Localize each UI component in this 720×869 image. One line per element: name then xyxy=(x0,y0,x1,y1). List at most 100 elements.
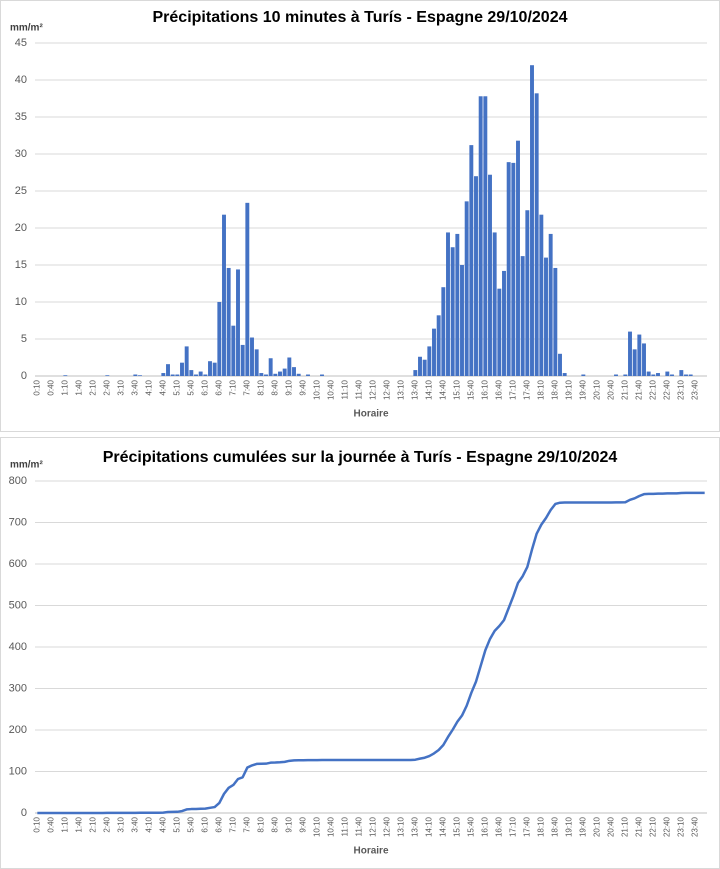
x-tick-label: 1:40 xyxy=(74,816,83,832)
x-tick-label: 0:10 xyxy=(32,379,41,395)
x-tick-label: 6:40 xyxy=(214,379,223,395)
x-tick-label: 18:40 xyxy=(550,816,559,837)
bar xyxy=(222,214,226,376)
bar xyxy=(628,331,632,376)
bar xyxy=(268,358,273,376)
x-tick-label: 0:10 xyxy=(32,816,41,832)
x-tick-label: 7:40 xyxy=(242,379,251,395)
y-axis-title: mm/m² xyxy=(10,460,43,471)
x-tick-label: 11:10 xyxy=(340,816,349,836)
x-tick-label: 18:10 xyxy=(536,816,545,837)
x-tick-label: 15:40 xyxy=(466,379,475,400)
x-tick-label: 2:10 xyxy=(88,379,97,395)
x-tick-label: 16:10 xyxy=(480,816,489,837)
bar xyxy=(474,176,478,376)
bar xyxy=(422,359,427,376)
bar xyxy=(273,373,278,376)
bar xyxy=(623,374,628,376)
bar xyxy=(436,315,441,376)
x-tick-label: 20:40 xyxy=(606,816,615,837)
bar xyxy=(483,96,488,376)
bar xyxy=(189,370,194,376)
x-tick-label: 3:10 xyxy=(116,816,125,832)
bar xyxy=(170,374,175,376)
x-tick-label: 4:40 xyxy=(158,816,167,832)
x-tick-label: 18:40 xyxy=(550,379,559,400)
bar xyxy=(632,349,637,376)
y-tick-label: 5 xyxy=(21,333,27,345)
x-tick-label: 17:40 xyxy=(522,379,531,400)
bar xyxy=(534,93,539,376)
bar xyxy=(651,374,656,376)
y-tick-label: 200 xyxy=(9,724,27,736)
bar xyxy=(133,374,138,376)
x-tick-label: 8:40 xyxy=(270,379,279,395)
bar xyxy=(180,362,184,376)
bar xyxy=(306,374,310,376)
x-tick-label: 23:10 xyxy=(676,379,685,400)
bar xyxy=(679,370,684,376)
bar xyxy=(665,371,670,376)
x-tick-label: 15:10 xyxy=(452,379,461,400)
bar xyxy=(240,344,245,376)
x-tick-label: 14:40 xyxy=(438,379,447,400)
x-tick-label: 1:10 xyxy=(60,379,69,395)
bar xyxy=(226,267,231,376)
x-tick-label: 22:10 xyxy=(648,379,657,400)
bar xyxy=(441,287,446,376)
x-tick-label: 13:40 xyxy=(410,816,419,837)
x-tick-label: 22:10 xyxy=(648,816,657,837)
bar xyxy=(492,232,497,376)
x-tick-label: 9:40 xyxy=(298,816,307,832)
bar xyxy=(525,210,530,376)
bar xyxy=(292,367,296,376)
bar xyxy=(656,373,660,376)
x-tick-label: 19:40 xyxy=(578,816,587,837)
bar xyxy=(511,162,516,376)
x-tick-label: 13:10 xyxy=(396,379,405,400)
x-tick-label: 16:40 xyxy=(494,379,503,400)
y-tick-label: 0 xyxy=(21,807,27,819)
bar xyxy=(245,202,250,376)
y-tick-label: 400 xyxy=(9,641,27,653)
y-tick-label: 30 xyxy=(15,148,27,160)
bar xyxy=(450,247,455,376)
chart-title: Précipitations cumulées sur la journée à… xyxy=(103,449,618,466)
bar xyxy=(446,232,450,376)
x-tick-label: 5:40 xyxy=(186,816,195,832)
bar xyxy=(287,357,292,376)
x-tick-label: 7:10 xyxy=(228,379,237,395)
bar xyxy=(282,368,287,376)
x-tick-label: 8:10 xyxy=(256,379,265,395)
y-tick-label: 40 xyxy=(15,74,27,86)
bar xyxy=(646,371,651,376)
bar xyxy=(553,267,558,376)
x-tick-label: 23:40 xyxy=(690,379,699,400)
bar xyxy=(217,302,222,376)
bar xyxy=(63,375,68,376)
bar xyxy=(198,371,203,376)
bar xyxy=(166,364,170,376)
y-tick-label: 20 xyxy=(15,222,27,234)
x-tick-label: 10:40 xyxy=(326,816,335,837)
bar xyxy=(278,371,282,376)
bar xyxy=(194,374,198,376)
x-axis-title: Horaire xyxy=(353,409,388,420)
y-tick-label: 300 xyxy=(9,682,27,694)
x-tick-label: 8:40 xyxy=(270,816,279,832)
bar xyxy=(250,337,254,376)
x-tick-label: 9:10 xyxy=(284,379,293,395)
x-tick-label: 3:40 xyxy=(130,816,139,832)
x-tick-label: 21:10 xyxy=(620,816,629,837)
bar xyxy=(161,373,166,376)
x-axis-title: Horaire xyxy=(353,846,388,857)
y-tick-label: 500 xyxy=(9,599,27,611)
x-tick-label: 4:40 xyxy=(158,379,167,395)
bar xyxy=(502,270,506,376)
x-tick-label: 7:40 xyxy=(242,816,251,832)
bar xyxy=(259,373,264,376)
x-tick-label: 9:10 xyxy=(284,816,293,832)
x-tick-label: 16:10 xyxy=(480,379,489,400)
y-tick-label: 35 xyxy=(15,111,27,123)
bar xyxy=(254,349,259,376)
